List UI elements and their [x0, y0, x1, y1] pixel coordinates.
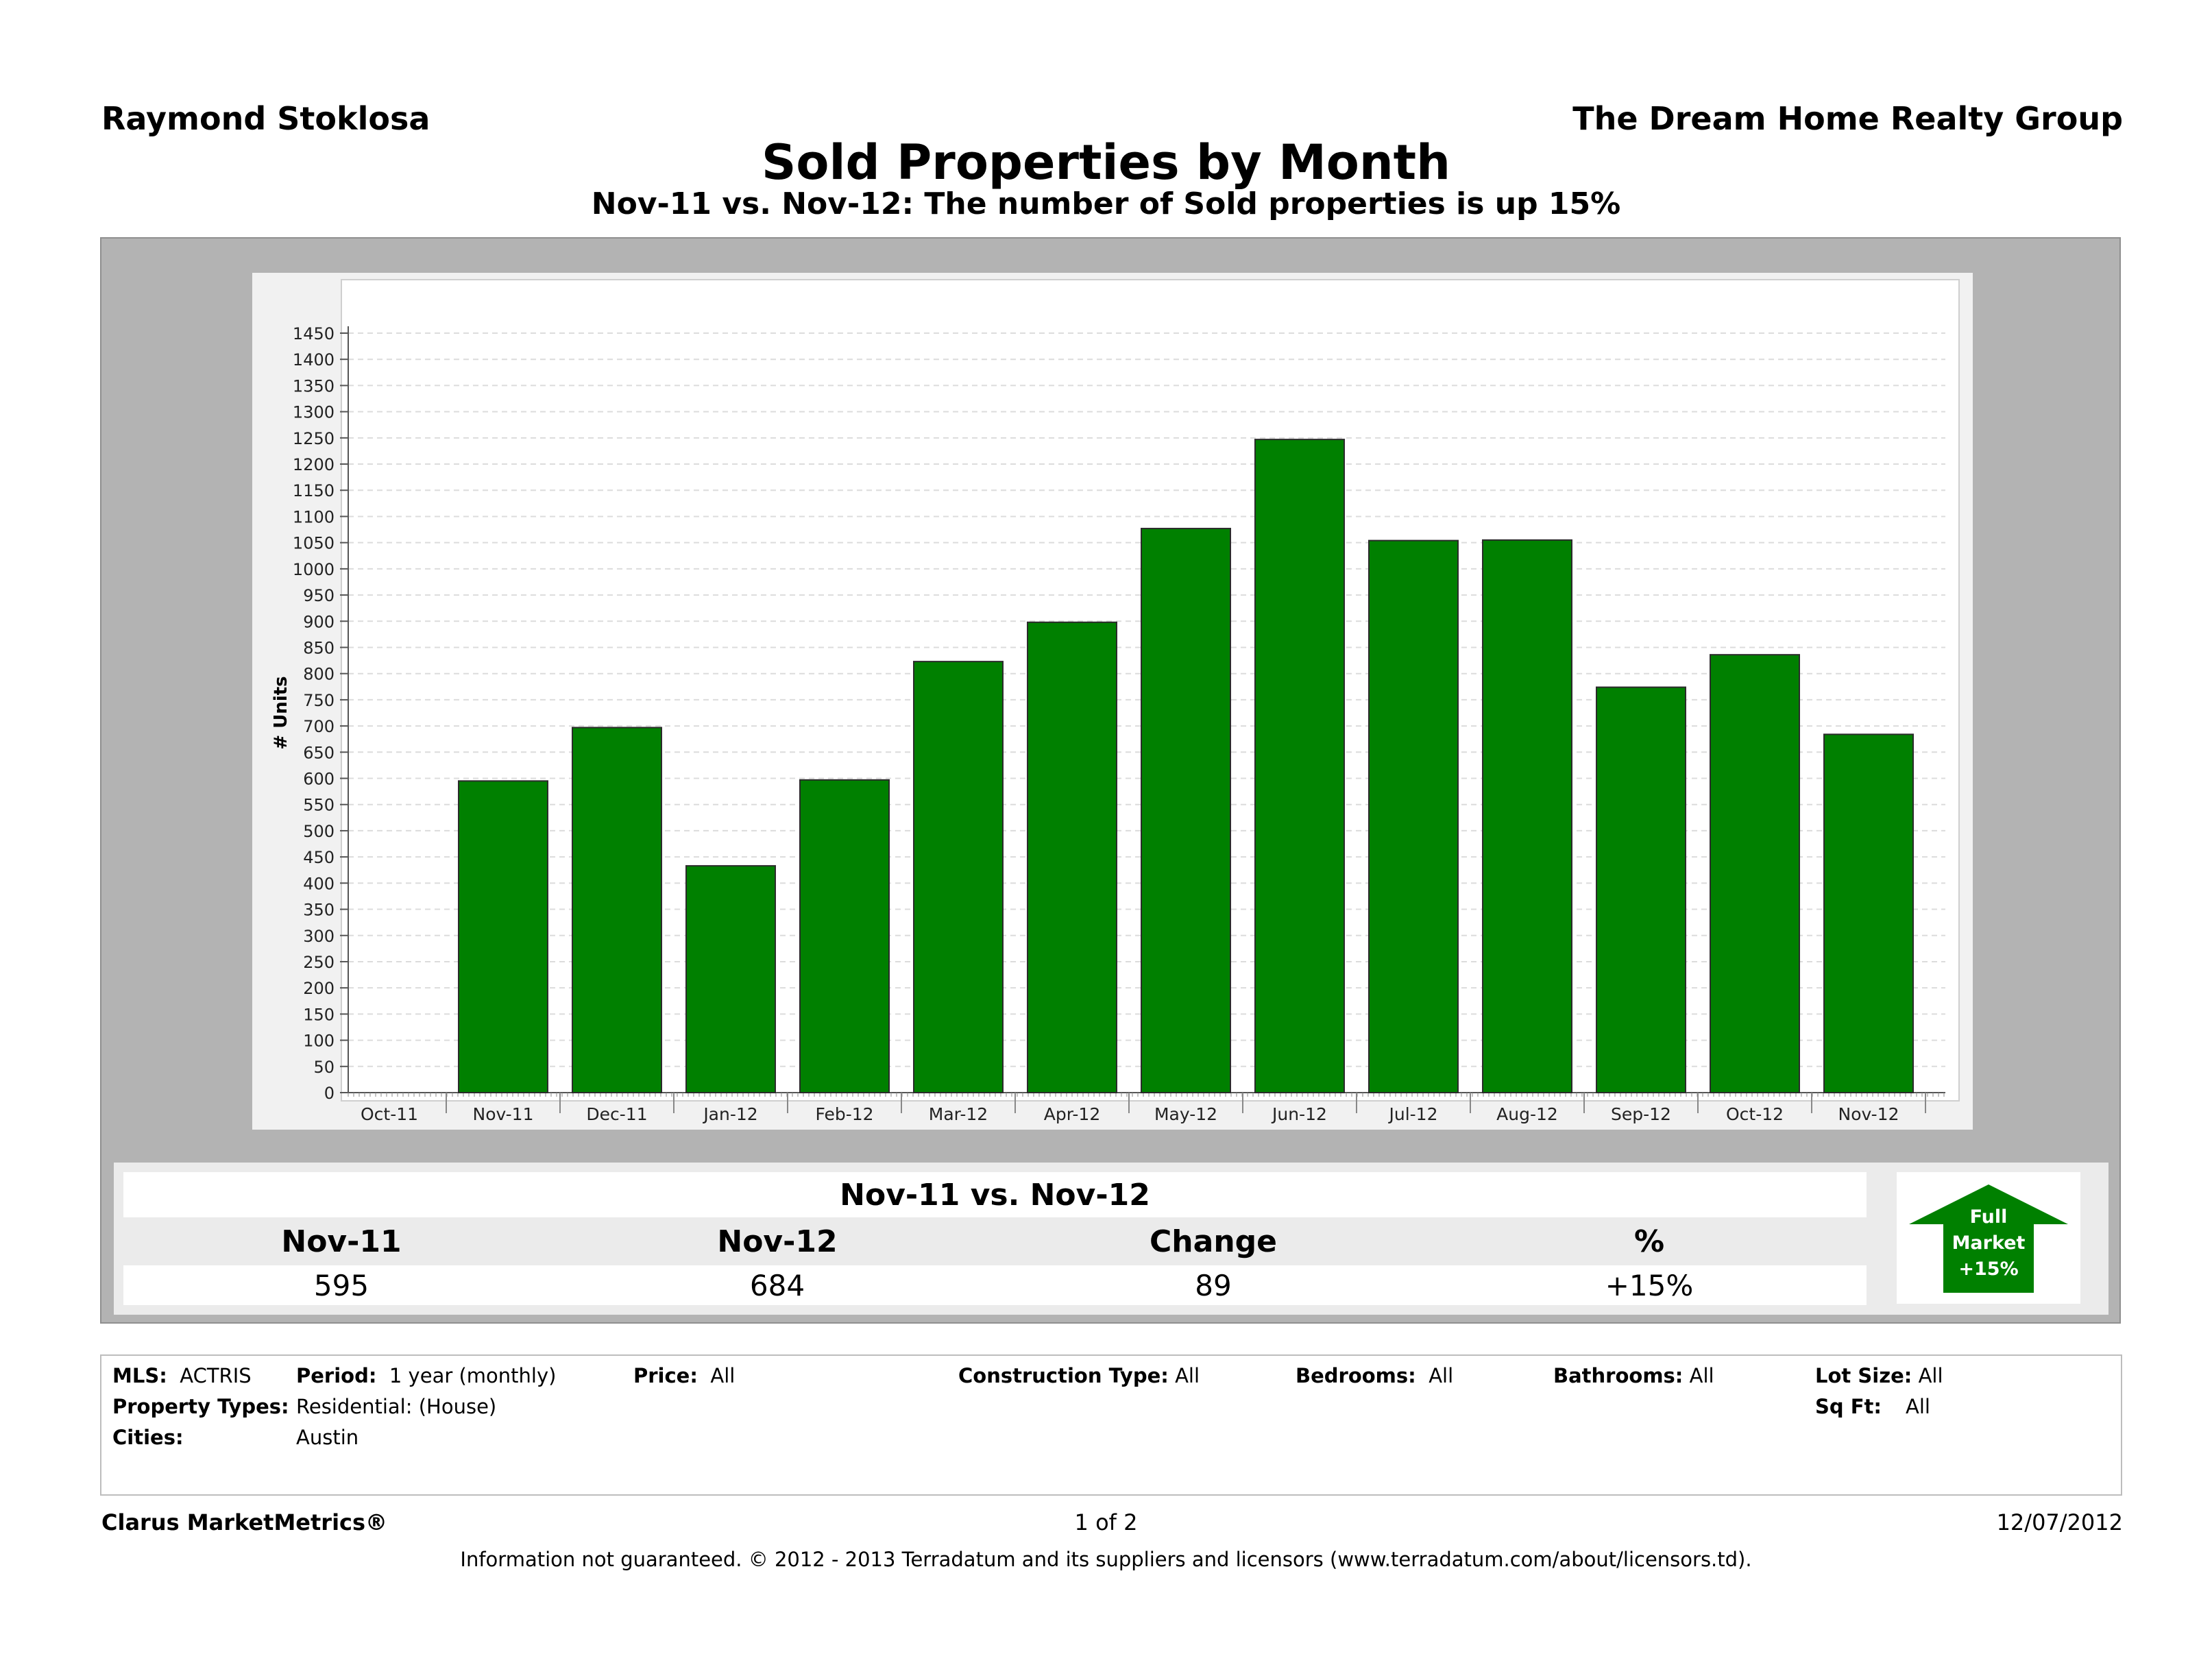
criteria-construction: Construction Type: All — [958, 1364, 1200, 1387]
comparison-title: Nov-11 vs. Nov-12 — [123, 1172, 1867, 1217]
x-tick-label: Aug-12 — [1496, 1104, 1558, 1124]
criteria-bedrooms: Bedrooms: All — [1296, 1364, 1453, 1387]
y-tick-label: 600 — [303, 770, 335, 789]
value-end-period: 684 — [559, 1265, 995, 1305]
x-tick-label: May-12 — [1154, 1104, 1217, 1124]
x-tick-label: Jun-12 — [1271, 1104, 1327, 1124]
y-tick-label: 400 — [303, 874, 335, 893]
bar — [572, 727, 661, 1093]
header-change: Change — [995, 1220, 1431, 1263]
report-subtitle: Nov-11 vs. Nov-12: The number of Sold pr… — [0, 186, 2212, 221]
up-arrow-icon: Full Market +15% — [1897, 1172, 2080, 1304]
bar — [459, 781, 548, 1093]
y-tick-label: 1050 — [293, 534, 335, 553]
y-tick-label: 1450 — [293, 324, 335, 343]
x-tick-label: Oct-12 — [1726, 1104, 1784, 1124]
y-tick-label: 500 — [303, 822, 335, 841]
y-tick-label: 1150 — [293, 481, 335, 500]
x-tick-label: Jul-12 — [1388, 1104, 1438, 1124]
x-tick-label: Jan-12 — [702, 1104, 757, 1124]
y-tick-label: 1100 — [293, 507, 335, 526]
criteria-sqft-value: All — [1906, 1395, 1930, 1418]
bar — [1369, 541, 1458, 1093]
criteria-cities-value: Austin — [296, 1426, 358, 1449]
criteria-property-types-value: Residential: (House) — [296, 1395, 496, 1418]
badge-line-1: Full — [1970, 1206, 2008, 1228]
criteria-property-types-label: Property Types: — [112, 1395, 289, 1418]
disclaimer: Information not guaranteed. © 2012 - 201… — [0, 1548, 2212, 1571]
badge-line-2: Market — [1952, 1232, 2026, 1254]
header-end-period: Nov-12 — [559, 1220, 995, 1263]
y-tick-label: 900 — [303, 612, 335, 631]
x-tick-label: Apr-12 — [1044, 1104, 1100, 1124]
value-change: 89 — [995, 1265, 1431, 1305]
bar — [914, 661, 1003, 1093]
y-tick-label: 50 — [313, 1058, 335, 1077]
y-axis-label: # Units — [271, 676, 291, 749]
y-tick-label: 300 — [303, 927, 335, 946]
bar — [1596, 688, 1686, 1093]
bar — [1483, 540, 1572, 1093]
y-tick-label: 1250 — [293, 429, 335, 448]
criteria-bathrooms: Bathrooms: All — [1553, 1364, 1714, 1387]
y-tick-label: 650 — [303, 743, 335, 762]
header-percent: % — [1431, 1220, 1867, 1263]
y-tick-label: 0 — [324, 1084, 335, 1103]
report-date: 12/07/2012 — [1997, 1509, 2123, 1535]
value-start-period: 595 — [123, 1265, 559, 1305]
criteria-period: Period: 1 year (monthly) — [296, 1364, 556, 1387]
bar — [1710, 655, 1799, 1093]
header-start-period: Nov-11 — [123, 1220, 559, 1263]
y-tick-label: 1200 — [293, 455, 335, 474]
y-tick-label: 1000 — [293, 560, 335, 579]
bar — [1028, 622, 1117, 1093]
y-tick-label: 1350 — [293, 376, 335, 396]
bar-chart: 0 50 100 150 200 250 300 350 400 450 500 550 600 650 7… — [252, 273, 1973, 1130]
criteria-lot-size: Lot Size: All — [1815, 1364, 1943, 1387]
y-tick-label: 1300 — [293, 403, 335, 422]
x-tick-label: Sep-12 — [1611, 1104, 1671, 1124]
y-tick-label: 150 — [303, 1005, 335, 1024]
criteria-mls: MLS: ACTRIS — [112, 1364, 252, 1387]
agent-name: Raymond Stoklosa — [101, 100, 430, 137]
value-percent: +15% — [1431, 1265, 1867, 1305]
report-title: Sold Properties by Month — [0, 134, 2212, 191]
x-tick-label: Nov-11 — [473, 1104, 534, 1124]
company-name: The Dream Home Realty Group — [1572, 100, 2123, 137]
bar — [1141, 528, 1230, 1093]
badge-line-3: +15% — [1958, 1258, 2018, 1280]
x-tick-label: Mar-12 — [929, 1104, 988, 1124]
y-tick-label: 100 — [303, 1032, 335, 1051]
y-tick-label: 950 — [303, 586, 335, 605]
page-number: 1 of 2 — [0, 1509, 2212, 1535]
x-tick-label: Dec-11 — [586, 1104, 647, 1124]
y-tick-label: 250 — [303, 953, 335, 972]
y-tick-label: 850 — [303, 638, 335, 657]
x-tick-label: Oct-11 — [361, 1104, 418, 1124]
x-tick-label: Nov-12 — [1838, 1104, 1899, 1124]
bar — [686, 866, 775, 1093]
market-badge: Full Market +15% — [1897, 1172, 2080, 1304]
criteria-cities-label: Cities: — [112, 1426, 184, 1449]
y-tick-label: 350 — [303, 901, 335, 920]
criteria-sqft-label: Sq Ft: — [1815, 1395, 1882, 1418]
x-tick-label: Feb-12 — [815, 1104, 873, 1124]
bar — [800, 780, 889, 1093]
y-tick-label: 1400 — [293, 350, 335, 369]
y-tick-label: 700 — [303, 717, 335, 736]
y-tick-label: 750 — [303, 691, 335, 710]
y-tick-label: 450 — [303, 848, 335, 867]
y-tick-label: 200 — [303, 979, 335, 998]
bar — [1824, 734, 1913, 1093]
bar — [1255, 439, 1344, 1093]
criteria-price: Price: All — [633, 1364, 735, 1387]
y-tick-label: 800 — [303, 665, 335, 684]
y-tick-label: 550 — [303, 796, 335, 815]
